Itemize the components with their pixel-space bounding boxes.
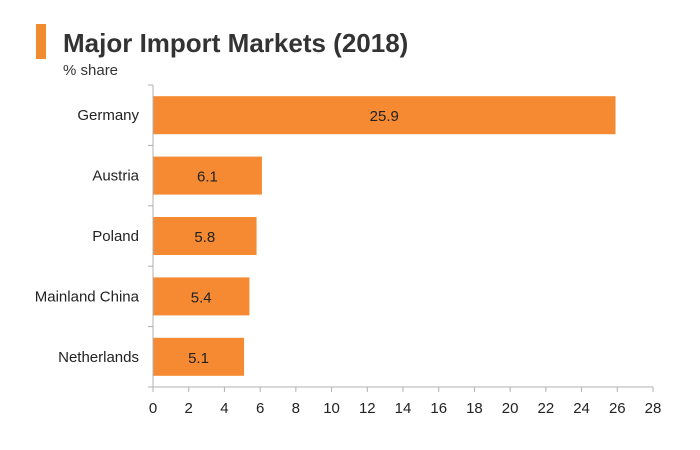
bar-germany (153, 96, 616, 135)
bar-netherlands (153, 337, 245, 376)
x-tick-label: 18 (466, 400, 483, 417)
x-tick-label: 4 (220, 400, 228, 417)
bars-layer (153, 96, 616, 376)
bar-poland (153, 217, 257, 255)
x-tick-label: 16 (430, 400, 447, 417)
labels-layer: 25.9 Germany 6.1 Austria 5.8 Poland 5.4 Mainlan… (35, 107, 662, 417)
category-label: Austria (92, 168, 139, 185)
data-label: 5.8 (194, 229, 215, 246)
x-tick-label: 12 (359, 400, 376, 417)
x-tick-label: 20 (502, 400, 519, 417)
axis-layer (148, 84, 654, 392)
x-tick-label: 6 (256, 400, 264, 417)
x-tick-label: 10 (323, 400, 340, 417)
chart-subtitle: % share (63, 62, 119, 79)
data-label: 6.1 (197, 169, 218, 186)
title-accent-bar (36, 24, 46, 59)
x-tick-label: 22 (538, 400, 555, 417)
chart-title: Major Import Markets (2018) (63, 28, 409, 58)
x-tick-label: 8 (292, 400, 300, 417)
x-tick-label: 28 (645, 400, 662, 417)
category-label: Germany (77, 107, 139, 124)
data-label: 5.4 (191, 289, 212, 306)
x-tick-label: 14 (395, 400, 412, 417)
category-label: Netherlands (58, 349, 139, 366)
bar-austria (153, 156, 262, 195)
x-tick-label: 0 (149, 400, 157, 417)
x-tick-label: 24 (573, 400, 590, 417)
bar-mainland-china (153, 277, 250, 316)
data-label: 5.1 (188, 350, 209, 367)
x-tick-label: 26 (609, 400, 626, 417)
data-label: 25.9 (370, 108, 399, 125)
category-label: Mainland China (35, 288, 140, 305)
x-tick-label: 2 (185, 400, 193, 417)
category-label: Poland (92, 228, 139, 245)
